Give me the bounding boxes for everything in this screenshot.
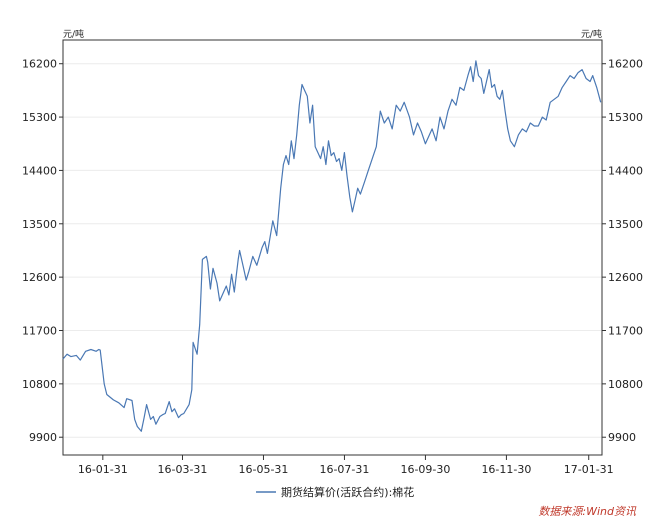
series-line-cotton xyxy=(62,60,602,432)
plot-frame xyxy=(62,39,603,456)
y-tick-label-right: 14400 xyxy=(608,164,643,177)
y-tick-label-right: 10800 xyxy=(608,378,643,391)
x-tick-label: 16-07-31 xyxy=(319,463,369,476)
y-tick-label-left: 15300 xyxy=(22,111,57,124)
x-tick-label: 16-05-31 xyxy=(238,463,288,476)
y-tick-label-left: 9900 xyxy=(29,431,57,444)
y-tick-label-right: 9900 xyxy=(608,431,636,444)
y-tick-label-right: 12600 xyxy=(608,271,643,284)
y-axis-right: 16200 15300 14400 13500 12600 11700 10800 9900 xyxy=(602,58,643,444)
y-tick-label-left: 13500 xyxy=(22,218,57,231)
x-tick-label: 17-01-31 xyxy=(564,463,614,476)
y-axis-left-unit: 元/吨 xyxy=(63,28,84,40)
y-axis-left: 16200 15300 14400 13500 12600 11700 10800 9900 xyxy=(22,58,63,444)
y-tick-label-left: 12600 xyxy=(22,271,57,284)
x-tick-label: 16-01-31 xyxy=(78,463,128,476)
y-tick-label-left: 10800 xyxy=(22,378,57,391)
y-axis-right-unit: 元/吨 xyxy=(581,28,602,40)
x-axis: 16-01-31 16-03-31 16-05-31 16-07-31 16-09-30… xyxy=(78,455,614,476)
x-tick-label: 16-03-31 xyxy=(158,463,208,476)
legend: 期货结算价(活跃合约):棉花 xyxy=(256,485,414,499)
grid-lines xyxy=(63,63,602,438)
legend-label: 期货结算价(活跃合约):棉花 xyxy=(281,485,414,499)
y-tick-label-right: 15300 xyxy=(608,111,643,124)
y-tick-label-right: 13500 xyxy=(608,218,643,231)
y-tick-label-right: 11700 xyxy=(608,325,643,338)
x-tick-label: 16-11-30 xyxy=(481,463,531,476)
y-tick-label-left: 14400 xyxy=(22,164,57,177)
y-tick-label-right: 16200 xyxy=(608,58,643,71)
source-note: 数据来源:Wind资讯 xyxy=(538,505,637,518)
y-tick-label-left: 16200 xyxy=(22,58,57,71)
y-tick-label-left: 11700 xyxy=(22,325,57,338)
x-tick-label: 16-09-30 xyxy=(400,463,450,476)
